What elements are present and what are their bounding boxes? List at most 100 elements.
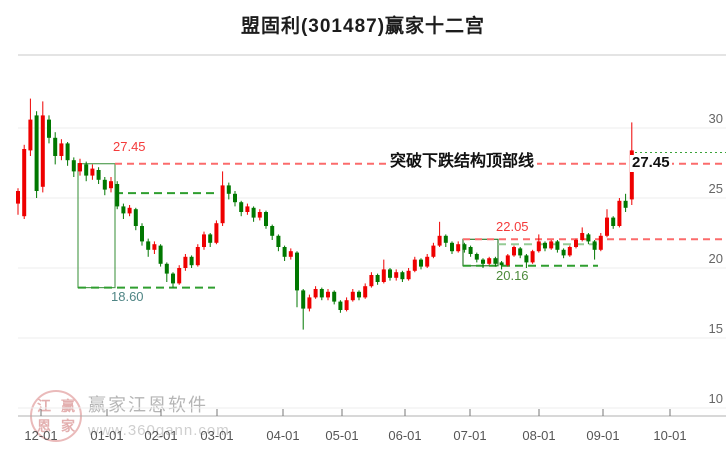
candle-body bbox=[22, 149, 27, 217]
candle-body bbox=[96, 170, 101, 180]
candle-body bbox=[220, 185, 225, 224]
candle-body bbox=[102, 179, 107, 190]
candle-body bbox=[214, 223, 219, 243]
candle-body bbox=[388, 269, 392, 278]
candle-body bbox=[617, 200, 622, 226]
candle-body bbox=[71, 160, 76, 172]
y-axis-label: 15 bbox=[709, 321, 723, 336]
candle-body bbox=[505, 255, 510, 266]
candle-body bbox=[524, 255, 529, 263]
candle-body bbox=[431, 245, 436, 257]
candle-body bbox=[47, 119, 51, 138]
x-axis-label: 03-01 bbox=[200, 428, 233, 443]
candle-body bbox=[326, 291, 330, 298]
x-axis-label: 09-01 bbox=[586, 428, 619, 443]
candle-body bbox=[59, 143, 64, 156]
candle-body bbox=[499, 262, 504, 266]
candle-body bbox=[152, 244, 157, 250]
chart-title: 盟固利(301487)赢家十二宫 bbox=[240, 16, 486, 37]
candle-body bbox=[195, 247, 200, 266]
candle-body bbox=[400, 272, 405, 280]
current-price-2745: 27.45 bbox=[630, 154, 672, 172]
candle-body bbox=[332, 291, 337, 302]
x-axis-label: 10-01 bbox=[653, 428, 686, 443]
candle-body bbox=[555, 241, 560, 250]
candle-body bbox=[605, 217, 609, 236]
x-axis-label: 12-01 bbox=[24, 428, 57, 443]
candle-body bbox=[78, 163, 82, 172]
x-axis-label: 04-01 bbox=[266, 428, 299, 443]
candle-body bbox=[189, 256, 194, 266]
y-axis-label: 30 bbox=[709, 111, 723, 126]
x-axis-label: 08-01 bbox=[522, 428, 555, 443]
candle-body bbox=[264, 212, 268, 226]
x-axis-label: 07-01 bbox=[453, 428, 486, 443]
candle-body bbox=[493, 258, 498, 264]
candle-body bbox=[474, 254, 479, 260]
x-axis-label: 02-01 bbox=[144, 428, 177, 443]
candle-body bbox=[406, 270, 411, 280]
level-price-1860: 18.60 bbox=[111, 289, 144, 304]
candle-body bbox=[133, 209, 138, 226]
x-axis-label: 06-01 bbox=[388, 428, 421, 443]
candle-body bbox=[251, 207, 256, 218]
candle-body bbox=[34, 115, 39, 191]
breakout-annotation: 突破下跌结构顶部线 bbox=[387, 153, 538, 171]
candle-body bbox=[530, 251, 535, 263]
candle-body bbox=[629, 150, 634, 200]
candle-body bbox=[40, 115, 45, 187]
candle-body bbox=[623, 200, 628, 208]
level-price-2205: 22.05 bbox=[496, 219, 529, 234]
candle-body bbox=[53, 137, 58, 156]
candle-body bbox=[146, 241, 151, 250]
candle-body bbox=[338, 301, 343, 310]
candle-body bbox=[115, 184, 120, 207]
candle-body bbox=[208, 234, 213, 243]
candle-body bbox=[567, 247, 572, 256]
candle-body bbox=[177, 268, 182, 284]
candle-body bbox=[443, 235, 448, 243]
candle-body bbox=[90, 168, 95, 176]
candle-body bbox=[462, 244, 467, 250]
candle-body bbox=[282, 247, 287, 257]
candle-body bbox=[363, 286, 368, 298]
candle-body bbox=[350, 291, 355, 301]
candle-body bbox=[518, 248, 523, 256]
candle-body bbox=[574, 240, 578, 247]
candle-body bbox=[276, 235, 281, 247]
candle-body bbox=[245, 206, 250, 212]
candle-body bbox=[561, 249, 566, 256]
candle-body bbox=[425, 256, 430, 267]
candle-body bbox=[580, 233, 585, 240]
y-axis-label: 25 bbox=[709, 181, 723, 196]
y-axis-label: 20 bbox=[709, 251, 723, 266]
candle-body bbox=[319, 289, 324, 298]
candle-body bbox=[357, 291, 361, 298]
candle-body bbox=[456, 244, 461, 252]
candle-body bbox=[481, 259, 485, 264]
candle-body bbox=[611, 217, 616, 226]
candle-body bbox=[549, 241, 554, 249]
candle-body bbox=[288, 251, 293, 257]
level-price-2745-left: 27.45 bbox=[113, 139, 146, 154]
candle-body bbox=[412, 259, 417, 271]
candle-body bbox=[28, 119, 33, 151]
candle-body bbox=[164, 263, 169, 274]
candle-body bbox=[158, 245, 163, 264]
candle-body bbox=[586, 234, 591, 242]
candle-body bbox=[369, 275, 374, 287]
candle-body bbox=[375, 275, 380, 282]
candle-body bbox=[65, 143, 70, 161]
candle-body bbox=[239, 202, 244, 212]
candle-body bbox=[226, 185, 231, 194]
candle-body bbox=[394, 272, 399, 278]
candle-body bbox=[295, 252, 299, 291]
candle-body bbox=[381, 269, 386, 282]
candle-body bbox=[202, 234, 206, 247]
candle-body bbox=[171, 273, 175, 284]
candle-body bbox=[140, 226, 144, 242]
candle-body bbox=[127, 207, 132, 214]
candle-body bbox=[233, 193, 237, 203]
